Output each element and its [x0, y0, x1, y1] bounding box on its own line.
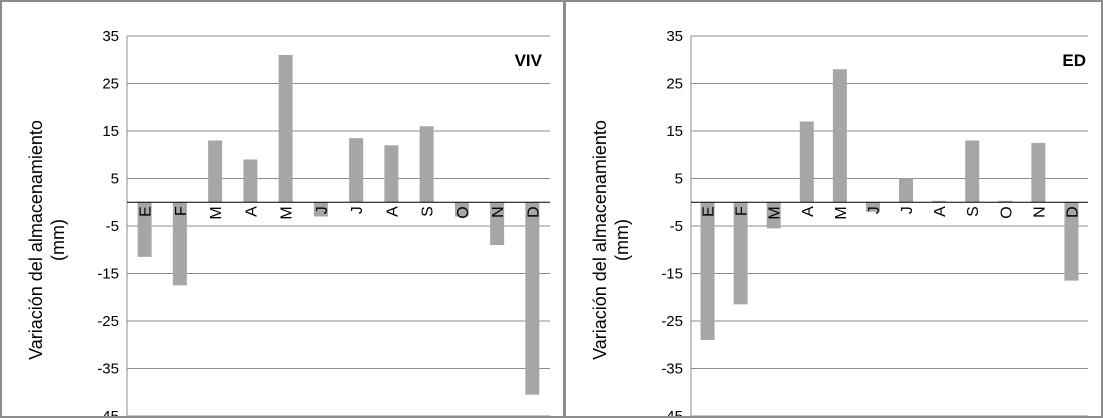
category-label: M	[833, 206, 850, 219]
bar	[799, 121, 814, 203]
y-axis-title: Variación del almacenamiento	[26, 120, 46, 360]
bar	[832, 69, 847, 203]
bar	[525, 202, 540, 395]
bar	[700, 202, 715, 340]
bar	[349, 138, 364, 203]
bar	[243, 159, 258, 203]
bar	[208, 140, 223, 203]
category-label: S	[420, 206, 437, 217]
bar	[137, 202, 152, 257]
y-tick-label: 25	[666, 76, 683, 93]
category-label: O	[455, 206, 472, 218]
y-tick-label: -35	[97, 361, 119, 378]
chart-title: ED	[1062, 51, 1086, 70]
bar	[766, 202, 781, 229]
category-label: N	[1031, 206, 1048, 218]
category-label: J	[314, 206, 331, 214]
bar	[932, 200, 947, 203]
y-tick-label: 35	[102, 28, 119, 45]
category-label: A	[932, 206, 949, 217]
y-tick-label: -35	[661, 361, 683, 378]
category-label: E	[701, 206, 718, 217]
y-tick-label: 5	[111, 171, 119, 188]
y-tick-label: -45	[661, 408, 683, 416]
y-tick-label: -5	[106, 218, 119, 235]
category-label: F	[173, 206, 190, 216]
bar	[1031, 142, 1046, 203]
bar	[454, 202, 469, 217]
bar	[965, 140, 980, 203]
category-label: E	[138, 206, 155, 217]
bar	[172, 202, 187, 286]
y-tick-label: 35	[666, 28, 683, 45]
bar	[278, 55, 293, 203]
y-tick-label: 15	[666, 123, 683, 140]
y-tick-label: -15	[97, 266, 119, 283]
y-tick-label: -25	[661, 313, 683, 330]
bar-chart-viv: 35 25 15 5 -5 -15 -25 -35 -45 E F M A M J J A S O N D Variaci…	[26, 28, 550, 416]
y-axis-title: (mm)	[612, 219, 632, 261]
bar	[733, 202, 748, 305]
category-label: S	[965, 206, 982, 217]
y-tick-label: -5	[670, 218, 683, 235]
category-label: A	[800, 206, 817, 217]
bar	[313, 202, 328, 217]
category-label: J	[866, 206, 883, 214]
category-label: M	[279, 206, 296, 219]
category-label: A	[384, 206, 401, 217]
bar	[384, 145, 399, 203]
bar	[865, 202, 880, 212]
category-label: A	[243, 206, 260, 217]
bar	[899, 178, 914, 203]
bar	[490, 202, 505, 245]
category-label: D	[1064, 206, 1081, 218]
bar	[1064, 202, 1079, 281]
y-tick-label: -25	[97, 313, 119, 330]
y-tick-label: 5	[675, 171, 683, 188]
y-tick-label: -45	[97, 408, 119, 416]
category-label: M	[208, 206, 225, 219]
y-tick-label: 15	[102, 123, 119, 140]
category-label: N	[490, 206, 507, 218]
bar	[419, 126, 434, 203]
bar-chart-ed: 35 25 15 5 -5 -15 -25 -35 -45 E F M A M J J A S O N D Variaci…	[590, 28, 1088, 416]
chart-panel-ed: 35 25 15 5 -5 -15 -25 -35 -45 E F M A M J J A S O N D Variaci…	[564, 0, 1103, 418]
y-tick-label: -15	[661, 266, 683, 283]
chart-panel-viv: 35 25 15 5 -5 -15 -25 -35 -45 E F M A M J J A S O N D Variaci…	[0, 0, 565, 418]
category-label: J	[899, 206, 916, 214]
y-axis-title: Variación del almacenamiento	[590, 120, 610, 360]
category-label: F	[734, 206, 751, 216]
y-axis-title: (mm)	[48, 219, 68, 261]
chart-title: VIV	[515, 51, 543, 70]
bar	[998, 200, 1013, 203]
category-label: O	[998, 206, 1015, 218]
category-label: M	[767, 206, 784, 219]
category-label: D	[525, 206, 542, 218]
y-tick-label: 25	[102, 76, 119, 93]
category-label: J	[349, 206, 366, 214]
